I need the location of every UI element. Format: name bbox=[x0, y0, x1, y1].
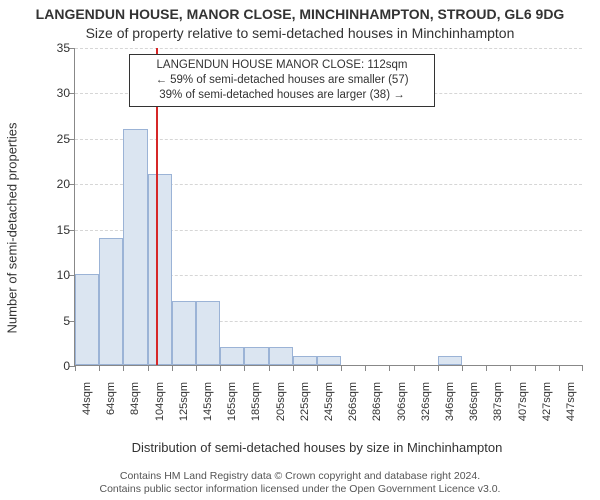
x-tick-label: 205sqm bbox=[275, 382, 287, 442]
histogram-bar bbox=[196, 301, 220, 365]
x-tick bbox=[196, 365, 197, 371]
x-tick-label: 387sqm bbox=[492, 382, 504, 442]
histogram-bar bbox=[269, 347, 293, 365]
y-tick-label: 35 bbox=[57, 41, 70, 55]
x-tick-label: 286sqm bbox=[371, 382, 383, 442]
x-tick bbox=[148, 365, 149, 371]
figure-title: LANGENDUN HOUSE, MANOR CLOSE, MINCHINHAM… bbox=[0, 0, 600, 23]
x-tick-label: 185sqm bbox=[250, 382, 262, 442]
x-tick bbox=[535, 365, 536, 371]
histogram-bar bbox=[293, 356, 317, 365]
x-tick-label: 44sqm bbox=[81, 382, 93, 442]
histogram-bar bbox=[148, 174, 172, 365]
x-tick-label: 306sqm bbox=[396, 382, 408, 442]
y-tick-label: 15 bbox=[57, 223, 70, 237]
y-axis-label: Number of semi-detached properties bbox=[5, 123, 20, 334]
x-tick bbox=[486, 365, 487, 371]
figure-subtitle: Size of property relative to semi-detach… bbox=[0, 25, 600, 42]
x-tick bbox=[414, 365, 415, 371]
y-gridline bbox=[75, 139, 582, 140]
marker-annotation-box: LANGENDUN HOUSE MANOR CLOSE: 112sqm ← 59… bbox=[129, 54, 435, 107]
x-tick bbox=[99, 365, 100, 371]
y-tick-label: 10 bbox=[57, 268, 70, 282]
x-tick bbox=[172, 365, 173, 371]
footer-line-2: Contains public sector information licen… bbox=[0, 483, 600, 496]
x-tick-label: 84sqm bbox=[129, 382, 141, 442]
x-tick bbox=[389, 365, 390, 371]
histogram-bar bbox=[220, 347, 244, 365]
x-tick-label: 407sqm bbox=[517, 382, 529, 442]
x-tick bbox=[293, 365, 294, 371]
figure-container: LANGENDUN HOUSE, MANOR CLOSE, MINCHINHAM… bbox=[0, 0, 600, 500]
x-tick bbox=[510, 365, 511, 371]
y-gridline bbox=[75, 48, 582, 49]
x-tick-label: 225sqm bbox=[299, 382, 311, 442]
x-tick bbox=[244, 365, 245, 371]
x-tick-label: 427sqm bbox=[541, 382, 553, 442]
x-tick bbox=[317, 365, 318, 371]
x-tick-label: 104sqm bbox=[154, 382, 166, 442]
x-tick bbox=[75, 365, 76, 371]
histogram-bar bbox=[244, 347, 268, 365]
x-tick-label: 125sqm bbox=[178, 382, 190, 442]
y-tick-label: 5 bbox=[63, 314, 70, 328]
x-tick-label: 165sqm bbox=[226, 382, 238, 442]
x-tick-label: 245sqm bbox=[323, 382, 335, 442]
x-tick bbox=[559, 365, 560, 371]
chart-area: Number of semi-detached properties 05101… bbox=[52, 48, 582, 408]
histogram-bar bbox=[172, 301, 196, 365]
histogram-bar bbox=[123, 129, 147, 365]
x-tick bbox=[341, 365, 342, 371]
x-tick-label: 447sqm bbox=[565, 382, 577, 442]
x-tick-label: 366sqm bbox=[468, 382, 480, 442]
x-tick bbox=[365, 365, 366, 371]
annotation-line-3: 39% of semi-detached houses are larger (… bbox=[134, 88, 430, 103]
x-tick bbox=[582, 365, 583, 371]
y-tick-label: 30 bbox=[57, 86, 70, 100]
annotation-line-2: ← 59% of semi-detached houses are smalle… bbox=[134, 73, 430, 88]
x-tick bbox=[438, 365, 439, 371]
x-tick-label: 266sqm bbox=[347, 382, 359, 442]
x-tick-label: 326sqm bbox=[420, 382, 432, 442]
x-tick-label: 64sqm bbox=[105, 382, 117, 442]
x-tick bbox=[269, 365, 270, 371]
x-tick bbox=[462, 365, 463, 371]
y-tick-label: 25 bbox=[57, 132, 70, 146]
x-axis-title: Distribution of semi-detached houses by … bbox=[52, 440, 582, 455]
x-tick-label: 346sqm bbox=[444, 382, 456, 442]
x-tick-label: 145sqm bbox=[202, 382, 214, 442]
histogram-bar bbox=[317, 356, 341, 365]
y-tick-label: 20 bbox=[57, 177, 70, 191]
footer-line-1: Contains HM Land Registry data © Crown c… bbox=[0, 470, 600, 483]
histogram-bar bbox=[75, 274, 99, 365]
x-tick bbox=[220, 365, 221, 371]
histogram-bar bbox=[438, 356, 462, 365]
plot-region: 0510152025303544sqm64sqm84sqm104sqm125sq… bbox=[74, 48, 582, 366]
y-tick-label: 0 bbox=[63, 359, 70, 373]
histogram-bar bbox=[99, 238, 123, 365]
annotation-line-1: LANGENDUN HOUSE MANOR CLOSE: 112sqm bbox=[134, 58, 430, 73]
x-tick bbox=[123, 365, 124, 371]
figure-footer: Contains HM Land Registry data © Crown c… bbox=[0, 470, 600, 496]
